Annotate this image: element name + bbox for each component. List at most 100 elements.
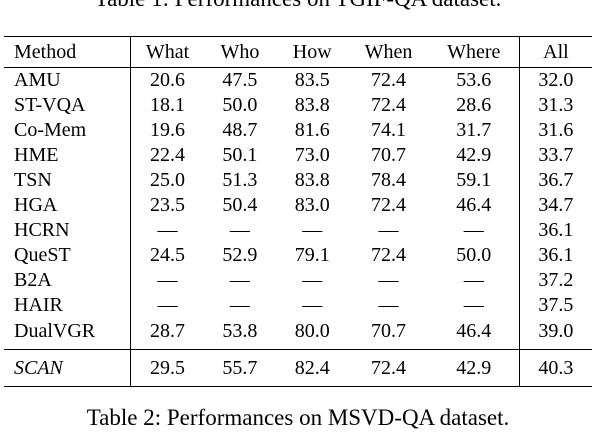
who-cell: 50.1 bbox=[222, 144, 258, 166]
all-cell: 37.2 bbox=[538, 269, 574, 291]
header-row: Method What Who How When Where All bbox=[4, 36, 592, 68]
what-cell: 18.1 bbox=[149, 94, 185, 116]
table-row: QueST 24.5 52.9 79.1 72.4 50.0 36.1 bbox=[4, 243, 592, 268]
when-cell: — bbox=[378, 269, 399, 291]
method-cell: Co-Mem bbox=[4, 118, 132, 143]
ours-rows: SCAN 29.5 55.7 82.4 72.4 42.9 40.3 bbox=[4, 349, 592, 387]
what-cell: 19.6 bbox=[149, 119, 185, 141]
where-cell: 31.7 bbox=[428, 118, 520, 143]
all-cell: 31.3 bbox=[538, 94, 574, 116]
what-cell: — bbox=[157, 294, 178, 316]
where-cell: 42.9 bbox=[428, 143, 520, 168]
method-cell: HGA bbox=[4, 193, 132, 218]
table-row: AMU 20.6 47.5 83.5 72.4 53.6 32.0 bbox=[4, 67, 592, 93]
when-cell: 78.4 bbox=[371, 169, 407, 191]
header-who: Who bbox=[203, 36, 277, 68]
table-row: DualVGR 28.7 53.8 80.0 70.7 46.4 39.0 bbox=[4, 318, 592, 350]
who-cell: — bbox=[229, 294, 250, 316]
where-cell: 50.0 bbox=[428, 243, 520, 268]
what-cell: 29.5 bbox=[130, 349, 204, 387]
where-cell: 46.4 bbox=[428, 318, 520, 350]
how-cell: 83.8 bbox=[294, 94, 330, 116]
table-row: ST-VQA 18.1 50.0 83.8 72.4 28.6 31.3 bbox=[4, 93, 592, 118]
how-cell: 83.0 bbox=[294, 194, 330, 216]
method-cell: HCRN bbox=[4, 218, 132, 243]
what-cell: 28.7 bbox=[130, 318, 204, 350]
method-cell: DualVGR bbox=[4, 318, 132, 350]
results-table: Method What Who How When Where All AMU 20… bbox=[4, 36, 592, 387]
who-cell: 51.3 bbox=[222, 169, 258, 191]
where-cell: 46.4 bbox=[428, 193, 520, 218]
where-cell: — bbox=[428, 268, 520, 293]
header-where: Where bbox=[428, 36, 520, 68]
header-how: How bbox=[276, 36, 349, 68]
all-cell: 36.1 bbox=[538, 219, 574, 241]
method-cell: TSN bbox=[4, 168, 132, 193]
where-cell: 53.6 bbox=[428, 67, 520, 93]
when-cell: 72.4 bbox=[371, 94, 407, 116]
all-cell: 34.7 bbox=[538, 194, 574, 216]
how-cell: 83.8 bbox=[294, 169, 330, 191]
all-cell: 36.7 bbox=[538, 169, 574, 191]
when-cell: 72.4 bbox=[371, 194, 407, 216]
when-cell: 70.7 bbox=[348, 318, 429, 350]
where-cell: 59.1 bbox=[428, 168, 520, 193]
all-cell: 33.7 bbox=[538, 144, 574, 166]
table-row: Co-Mem 19.6 48.7 81.6 74.1 31.7 31.6 bbox=[4, 118, 592, 143]
method-cell: HME bbox=[4, 143, 132, 168]
when-cell: 72.4 bbox=[371, 244, 407, 266]
how-cell: — bbox=[302, 294, 323, 316]
what-cell: 25.0 bbox=[149, 169, 185, 191]
when-cell: 70.7 bbox=[371, 144, 407, 166]
what-cell: — bbox=[157, 219, 178, 241]
method-cell: ST-VQA bbox=[4, 93, 132, 118]
how-cell: 83.5 bbox=[294, 69, 330, 91]
who-cell: 53.8 bbox=[203, 318, 277, 350]
what-cell: 20.6 bbox=[149, 69, 185, 91]
what-cell: 22.4 bbox=[149, 144, 185, 166]
who-cell: — bbox=[229, 219, 250, 241]
table-row: HAIR — — — — — 37.5 bbox=[4, 293, 592, 318]
all-cell: 39.0 bbox=[519, 318, 592, 350]
table-row: B2A — — — — — 37.2 bbox=[4, 268, 592, 293]
who-cell: 52.9 bbox=[222, 244, 258, 266]
method-cell: QueST bbox=[4, 243, 132, 268]
who-cell: 50.4 bbox=[222, 194, 258, 216]
what-cell: 23.5 bbox=[149, 194, 185, 216]
method-cell: AMU bbox=[4, 67, 132, 93]
how-cell: — bbox=[302, 269, 323, 291]
all-cell: 32.0 bbox=[538, 69, 574, 91]
where-cell: — bbox=[428, 293, 520, 318]
all-cell: 40.3 bbox=[519, 349, 592, 387]
header-what: What bbox=[130, 36, 204, 68]
header-method: Method bbox=[4, 36, 132, 68]
who-cell: 50.0 bbox=[222, 94, 258, 116]
how-cell: 80.0 bbox=[276, 318, 349, 350]
top-caption: Table 1: Performances on TGIF-QA dataset… bbox=[0, 0, 596, 12]
baseline-rows: AMU 20.6 47.5 83.5 72.4 53.6 32.0 ST-VQA 18.1 50.… bbox=[4, 67, 592, 350]
who-cell: 55.7 bbox=[203, 349, 277, 387]
method-cell: HAIR bbox=[4, 293, 132, 318]
all-cell: 37.5 bbox=[538, 294, 574, 316]
method-cell: SCAN bbox=[4, 349, 132, 387]
what-cell: — bbox=[157, 269, 178, 291]
table-row: HME 22.4 50.1 73.0 70.7 42.9 33.7 bbox=[4, 143, 592, 168]
when-cell: 74.1 bbox=[371, 119, 407, 141]
where-cell: 28.6 bbox=[428, 93, 520, 118]
method-cell: B2A bbox=[4, 268, 132, 293]
who-cell: 47.5 bbox=[222, 69, 258, 91]
how-cell: 73.0 bbox=[294, 144, 330, 166]
all-cell: 36.1 bbox=[538, 244, 574, 266]
table-row-scan: SCAN 29.5 55.7 82.4 72.4 42.9 40.3 bbox=[4, 349, 592, 387]
how-cell: 79.1 bbox=[294, 244, 330, 266]
table-row: HCRN — — — — — 36.1 bbox=[4, 218, 592, 243]
header-all: All bbox=[519, 36, 592, 68]
bottom-caption: Table 2: Performances on MSVD-QA dataset… bbox=[86, 405, 510, 430]
how-cell: 82.4 bbox=[276, 349, 349, 387]
all-cell: 31.6 bbox=[538, 119, 574, 141]
table-row: HGA 23.5 50.4 83.0 72.4 46.4 34.7 bbox=[4, 193, 592, 218]
header-when: When bbox=[348, 36, 429, 68]
who-cell: 48.7 bbox=[222, 119, 258, 141]
how-cell: 81.6 bbox=[294, 119, 330, 141]
where-cell: — bbox=[428, 218, 520, 243]
